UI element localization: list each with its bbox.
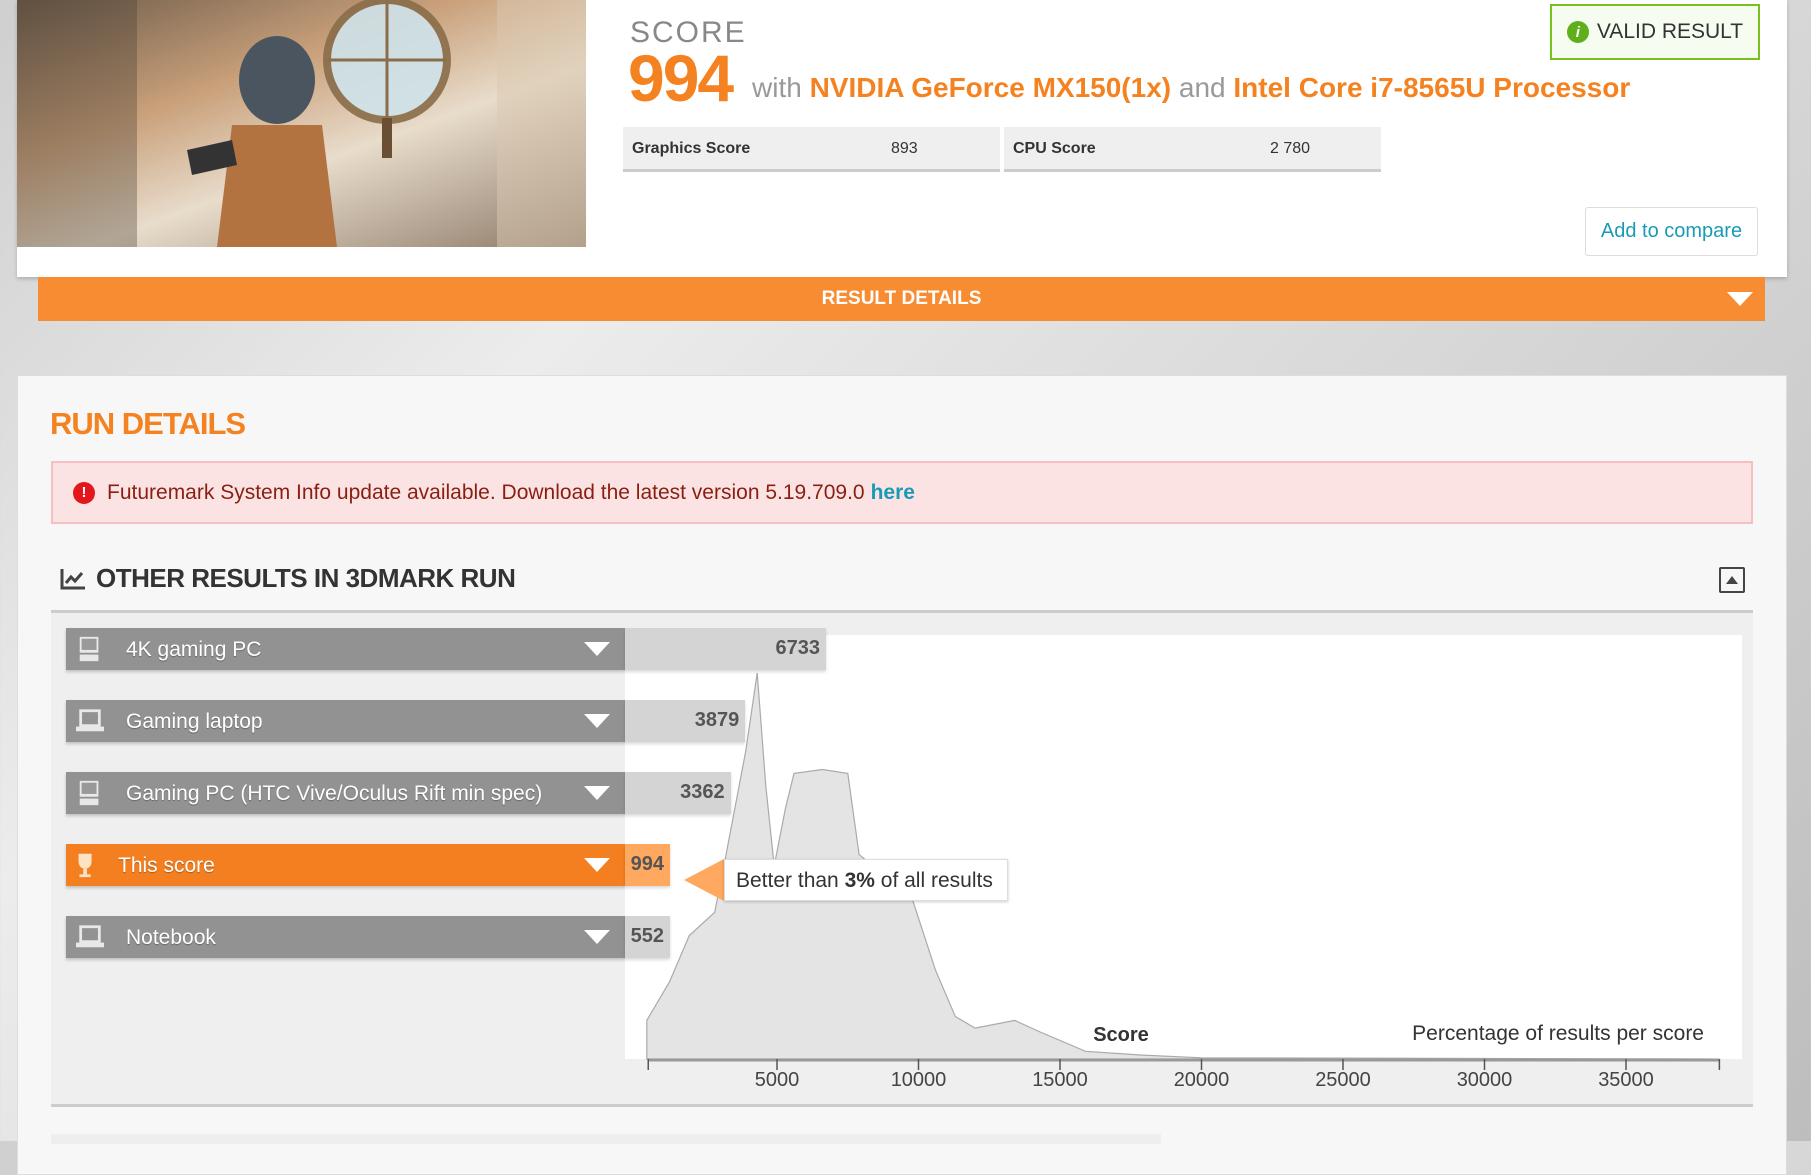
result-row-label: Notebook (126, 926, 216, 949)
valid-result-label: VALID RESULT (1596, 20, 1744, 43)
chevron-down-icon[interactable] (584, 930, 610, 944)
tooltip-percent: 3% (844, 869, 875, 892)
hero-artwork (17, 0, 586, 247)
info-icon: i (1566, 21, 1589, 43)
result-row-bar[interactable]: Notebook (66, 916, 625, 958)
benchmark-hero-image (17, 0, 586, 247)
cpu-name[interactable]: Intel Core i7-8565U Processor (1233, 72, 1631, 103)
graphics-score-box: Graphics Score 893 (623, 127, 1000, 172)
desktop-icon (79, 636, 99, 662)
chevron-down-icon[interactable] (584, 642, 610, 656)
with-text: with (752, 72, 802, 103)
run-details-title: RUN DETAILS (50, 406, 246, 441)
error-icon: ! (73, 481, 95, 504)
result-row-value: 3879 (625, 700, 746, 742)
result-row-value: 552 (625, 916, 670, 958)
x-axis-label: Score (1093, 1024, 1149, 1046)
chevron-up-icon (1726, 576, 1738, 584)
result-row-label: This score (118, 854, 215, 877)
trophy-icon (78, 853, 92, 878)
result-row-label: Gaming laptop (126, 710, 263, 733)
x-tick-label: 30000 (1456, 1069, 1513, 1091)
desktop-icon (79, 780, 99, 806)
y-axis-label: Percentage of results per score (1412, 1022, 1704, 1045)
line-chart-icon (60, 568, 85, 589)
distribution-chart-area (625, 635, 1742, 1059)
add-to-compare-button[interactable]: Add to compare (1585, 207, 1758, 256)
alert-download-link[interactable]: here (870, 480, 915, 504)
result-row-value: 994 (625, 844, 670, 886)
alert-text: Futuremark System Info update available.… (107, 480, 865, 504)
chevron-down-icon[interactable] (584, 786, 610, 800)
laptop-icon (76, 709, 104, 732)
valid-result-badge[interactable]: i VALID RESULT (1550, 4, 1760, 60)
and-text: and (1178, 72, 1226, 103)
tooltip-prefix: Better than (736, 869, 839, 892)
chevron-down-icon[interactable] (584, 714, 610, 728)
cpu-score-label: CPU Score (1013, 140, 1096, 157)
laptop-icon (76, 925, 104, 948)
gpu-name[interactable]: NVIDIA GeForce MX150(1x) (809, 72, 1172, 103)
other-results-heading: OTHER RESULTS IN 3DMARK RUN (60, 563, 516, 594)
result-row-label: Gaming PC (HTC Vive/Oculus Rift min spec… (126, 782, 543, 805)
x-tick-label: 15000 (1032, 1069, 1088, 1091)
result-row-value: 6733 (625, 628, 827, 670)
update-alert: ! Futuremark System Info update availabl… (51, 461, 1753, 524)
x-tick-label: 10000 (890, 1069, 947, 1091)
result-row-bar[interactable]: Gaming PC (HTC Vive/Oculus Rift min spec… (66, 772, 625, 814)
graphics-score-value: 893 (891, 140, 918, 157)
overall-score: 994 (628, 41, 734, 115)
x-tick-label: 35000 (1598, 1069, 1654, 1091)
x-tick-label: 20000 (1173, 1069, 1230, 1091)
percentile-tooltip: Better than 3% of all results (724, 859, 1008, 901)
result-details-label: RESULT DETAILS (821, 288, 982, 309)
chevron-down-icon[interactable] (584, 858, 610, 872)
chevron-down-icon (1727, 292, 1753, 306)
collapse-section-button[interactable] (1719, 567, 1745, 593)
x-tick-label: 25000 (1315, 1069, 1371, 1091)
tooltip-pointer (684, 859, 724, 901)
graphics-score-label: Graphics Score (632, 140, 751, 157)
x-tick-label: 5000 (754, 1069, 800, 1091)
result-row-bar[interactable]: This score (66, 844, 625, 886)
result-row-label: 4K gaming PC (126, 638, 262, 661)
result-row-value: 3362 (625, 772, 731, 814)
score-label: SCORE (630, 16, 747, 49)
next-section-strip (51, 1134, 1161, 1144)
result-details-toggle[interactable]: RESULT DETAILS (38, 277, 1765, 321)
result-row-bar[interactable]: Gaming laptop (66, 700, 625, 742)
cpu-score-box: CPU Score 2 780 (1004, 127, 1381, 172)
score-hardware-line: with NVIDIA GeForce MX150(1x) and Intel … (752, 72, 1630, 104)
tooltip-suffix: of all results (880, 869, 993, 892)
other-results-title: OTHER RESULTS IN 3DMARK RUN (96, 563, 516, 593)
result-row-bar[interactable]: 4K gaming PC (66, 628, 625, 670)
cpu-score-value: 2 780 (1270, 140, 1311, 157)
